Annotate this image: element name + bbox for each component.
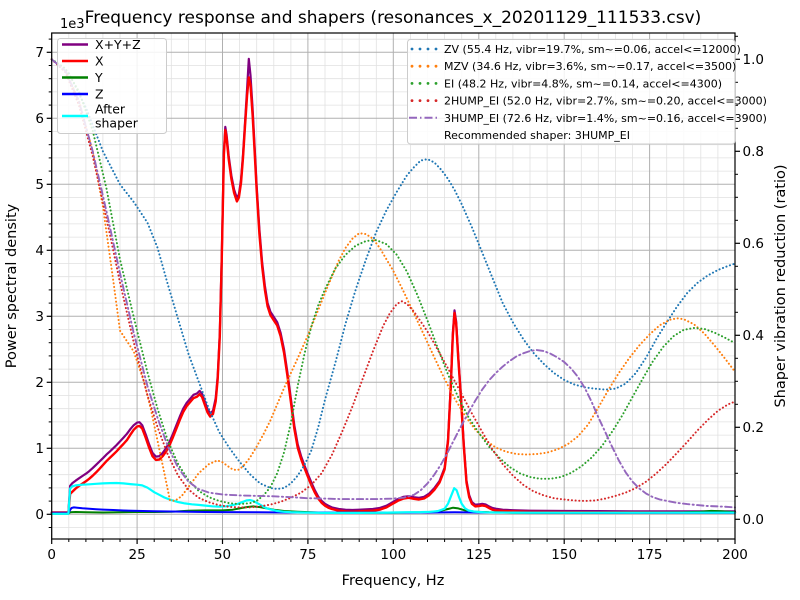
curves-layer bbox=[50, 57, 737, 515]
legend-dotted-sample bbox=[418, 64, 422, 68]
y-left-axis-label: Power spectral density bbox=[4, 203, 20, 368]
x-tick-label: 150 bbox=[551, 547, 577, 563]
series-x bbox=[50, 76, 737, 515]
y-left-tick-label: 4 bbox=[35, 243, 44, 259]
y-right-tick-label: 0.2 bbox=[743, 420, 764, 436]
y-right-tick-label: 1.0 bbox=[743, 52, 764, 68]
legend-dotted-sample bbox=[418, 47, 422, 51]
legend-item-x+y+z: X+Y+Z bbox=[62, 37, 141, 52]
legend-label: Z bbox=[95, 87, 104, 102]
y-left-tick-label: 3 bbox=[35, 309, 44, 325]
x-tick-label: 25 bbox=[129, 547, 146, 563]
x-axis-label: Frequency, Hz bbox=[342, 573, 445, 589]
x-tick-label: 200 bbox=[722, 547, 748, 563]
legend-dotted-sample bbox=[426, 82, 430, 85]
legend-dotted-sample bbox=[434, 47, 438, 51]
axes-layer: 0 25 50 75 100 125 150 175 200 0 1 2 3 4 5 6 7 0.0 0.2 0.4 0… bbox=[35, 32, 764, 563]
legend-dotted-sample bbox=[418, 99, 422, 102]
y-right-axis-label: Shaper vibration reduction (ratio) bbox=[773, 164, 789, 407]
legend-label: Recommended shaper: 3HUMP_EI bbox=[444, 129, 630, 142]
legend-item-3hump_ei: 3HUMP_EI (72.6 Hz, vibr=1.4%, sm~=0.16, … bbox=[409, 112, 767, 125]
legend-label: X+Y+Z bbox=[95, 37, 141, 52]
legend-shapers: ZV (55.4 Hz, vibr=19.7%, sm~=0.06, accel… bbox=[407, 39, 767, 145]
y-left-tick-label: 2 bbox=[35, 375, 44, 391]
y-left-tick-label: 7 bbox=[35, 45, 44, 61]
x-tick-label: 100 bbox=[380, 547, 406, 563]
x-tick-label: 0 bbox=[47, 547, 56, 563]
legend-dotted-sample bbox=[426, 47, 430, 51]
series-ei bbox=[50, 58, 736, 506]
y-right-tick-label: 0.0 bbox=[743, 512, 764, 528]
x-tick-label: 75 bbox=[299, 547, 316, 563]
legend-label: ZV (55.4 Hz, vibr=19.7%, sm~=0.06, accel… bbox=[444, 43, 741, 56]
legend-label: 2HUMP_EI (52.0 Hz, vibr=2.7%, sm~=0.20, … bbox=[444, 95, 767, 108]
legend-shapers-box bbox=[407, 39, 736, 145]
series-mzv bbox=[50, 58, 736, 502]
y-right-tick-label: 0.4 bbox=[743, 328, 764, 344]
x-tick-label: 125 bbox=[466, 547, 492, 563]
x-tick-label: 175 bbox=[637, 547, 663, 563]
legend-item-z: Z bbox=[62, 87, 104, 102]
legend-label: Y bbox=[94, 70, 103, 85]
chart-title: Frequency response and shapers (resonanc… bbox=[85, 8, 702, 28]
legend-dotted-sample bbox=[434, 99, 438, 102]
legend-dotted-sample bbox=[410, 64, 414, 68]
series-zv bbox=[50, 58, 736, 490]
legend-dotted-sample bbox=[410, 82, 414, 85]
legend-item-x: X bbox=[62, 54, 104, 69]
legend-label: After bbox=[95, 102, 126, 117]
legend-dotted-sample bbox=[410, 47, 414, 51]
y-left-offset-text: 1e3 bbox=[60, 17, 85, 32]
series-2hump_ei bbox=[50, 58, 736, 509]
legend-label: X bbox=[95, 54, 104, 69]
y-left-tick-label: 1 bbox=[35, 441, 44, 457]
legend-dotted-sample bbox=[434, 82, 438, 85]
y-right-tick-label: 0.8 bbox=[743, 144, 764, 160]
series-3hump_ei bbox=[50, 58, 736, 509]
series-z bbox=[50, 506, 736, 515]
legend-item-ei: EI (48.2 Hz, vibr=4.8%, sm~=0.14, accel<… bbox=[410, 77, 722, 90]
legend-item-recommended: Recommended shaper: 3HUMP_EI bbox=[444, 129, 630, 142]
series-after-shaper bbox=[50, 481, 737, 515]
legend-label: 3HUMP_EI (72.6 Hz, vibr=1.4%, sm~=0.16, … bbox=[444, 112, 767, 125]
y-left-tick-label: 6 bbox=[35, 111, 44, 127]
legend-dotted-sample bbox=[434, 64, 438, 68]
x-tick-label: 50 bbox=[214, 547, 231, 563]
y-right-tick-label: 0.6 bbox=[743, 236, 764, 252]
legend-dotted-sample bbox=[426, 99, 430, 102]
legend-dotted-sample bbox=[418, 82, 422, 85]
legend-dotted-sample bbox=[410, 99, 414, 102]
legend-item-y: Y bbox=[62, 70, 103, 85]
legend-label: MZV (34.6 Hz, vibr=3.6%, sm~=0.17, accel… bbox=[444, 60, 736, 73]
y-left-tick-label: 0 bbox=[35, 507, 44, 523]
legend-item-2hump_ei: 2HUMP_EI (52.0 Hz, vibr=2.7%, sm~=0.20, … bbox=[410, 95, 767, 108]
legend-dotted-sample bbox=[426, 64, 430, 68]
legend-label: shaper bbox=[95, 116, 139, 131]
y-left-tick-label: 5 bbox=[35, 177, 44, 193]
legend-item-zv: ZV (55.4 Hz, vibr=19.7%, sm~=0.06, accel… bbox=[410, 43, 741, 56]
legend-label: EI (48.2 Hz, vibr=4.8%, sm~=0.14, accel<… bbox=[444, 77, 722, 90]
legend-item-mzv: MZV (34.6 Hz, vibr=3.6%, sm~=0.17, accel… bbox=[410, 60, 736, 73]
